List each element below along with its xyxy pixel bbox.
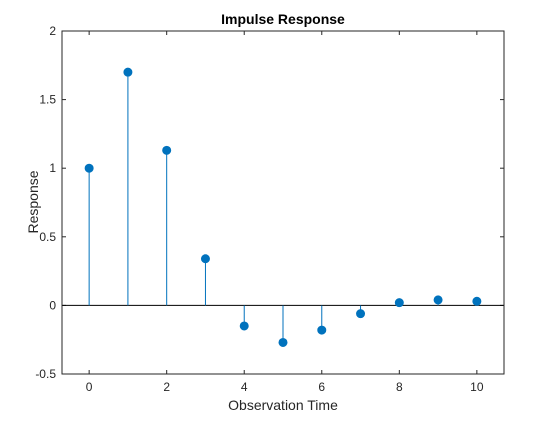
chart-title: Impulse Response <box>221 11 345 27</box>
y-tick-label: 2 <box>49 24 56 38</box>
stem-marker <box>278 337 288 347</box>
x-tick-label: 4 <box>241 380 248 394</box>
x-tick-label: 8 <box>396 380 403 394</box>
stem-marker <box>123 67 133 77</box>
y-tick-label: 0 <box>49 298 56 312</box>
stem-marker <box>317 325 327 335</box>
y-tick-label: 0.5 <box>39 230 56 244</box>
stem-marker <box>200 254 210 264</box>
stem-marker <box>162 145 172 155</box>
stem-marker <box>356 309 366 319</box>
y-tick-label: 1.5 <box>39 93 56 107</box>
y-tick-label: 1 <box>49 161 56 175</box>
axes-box <box>61 30 505 375</box>
x-axis-label: Observation Time <box>228 397 338 413</box>
stem-marker <box>84 163 94 173</box>
x-tick-label: 2 <box>163 380 170 394</box>
stem-marker <box>433 295 443 305</box>
stem-marker <box>239 321 249 331</box>
y-tick-labels: -0.5 0 0.5 1 1.5 2 <box>35 24 56 381</box>
x-tick-label: 10 <box>470 380 484 394</box>
x-tick-label: 6 <box>318 380 325 394</box>
x-tick-label: 0 <box>86 380 93 394</box>
stem-marker <box>472 296 482 306</box>
stem-marker <box>394 298 404 308</box>
stems <box>84 67 482 347</box>
x-tick-labels: 0 2 4 6 8 10 <box>86 380 484 394</box>
y-tick-label: -0.5 <box>35 367 56 381</box>
y-axis-label: Response <box>25 170 41 233</box>
